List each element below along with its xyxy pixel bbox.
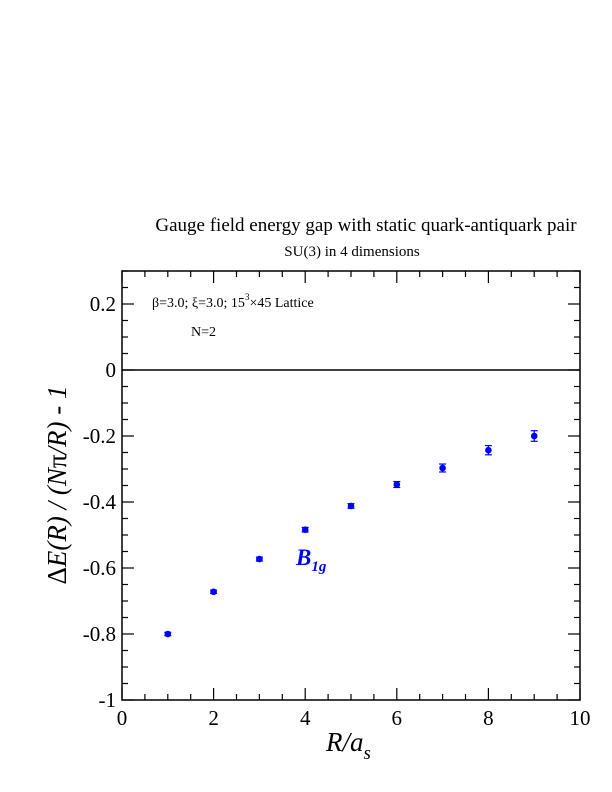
y-tick-label: 0 <box>106 358 117 382</box>
annotation-lattice: β=3.0; ξ=3.0; 153×45 Lattice <box>152 292 314 311</box>
x-axis-label: R/as <box>325 727 371 764</box>
y-tick-label: 0.2 <box>90 292 116 316</box>
x-tick-label: 2 <box>208 706 219 730</box>
y-axis-label: ΔE(R) / (Nπ/R) - 1 <box>42 386 72 585</box>
data-point <box>439 464 446 472</box>
y-tick-label: -1 <box>99 688 117 712</box>
x-tick-label: 6 <box>392 706 403 730</box>
data-point <box>393 481 401 488</box>
y-tick-label: -0.2 <box>83 424 116 448</box>
x-tick-label: 0 <box>117 706 128 730</box>
data-point <box>485 446 492 454</box>
y-tick-label: -0.8 <box>83 622 116 646</box>
data-point <box>256 555 263 563</box>
chart-title: Gauge field energy gap with static quark… <box>155 215 577 236</box>
x-tick-label: 4 <box>300 706 311 730</box>
x-tick-label: 10 <box>570 706 591 730</box>
y-tick-label: -0.4 <box>83 490 117 514</box>
data-point <box>164 630 172 638</box>
data-point <box>210 588 217 596</box>
x-tick-label: 8 <box>483 706 494 730</box>
axes: 0 2 4 6 8 10 -1 -0.8 -0.6 -0.4 -0.2 0 0.2 <box>83 270 591 730</box>
data-point <box>530 432 538 440</box>
data-point <box>301 526 309 534</box>
annotation-n: N=2 <box>191 325 216 340</box>
series-label-b1g: B1g <box>295 545 327 575</box>
data-point <box>347 502 355 510</box>
y-tick-label: -0.6 <box>83 556 116 580</box>
chart-subtitle: SU(3) in 4 dimensions <box>284 244 420 260</box>
data-points <box>164 430 538 638</box>
